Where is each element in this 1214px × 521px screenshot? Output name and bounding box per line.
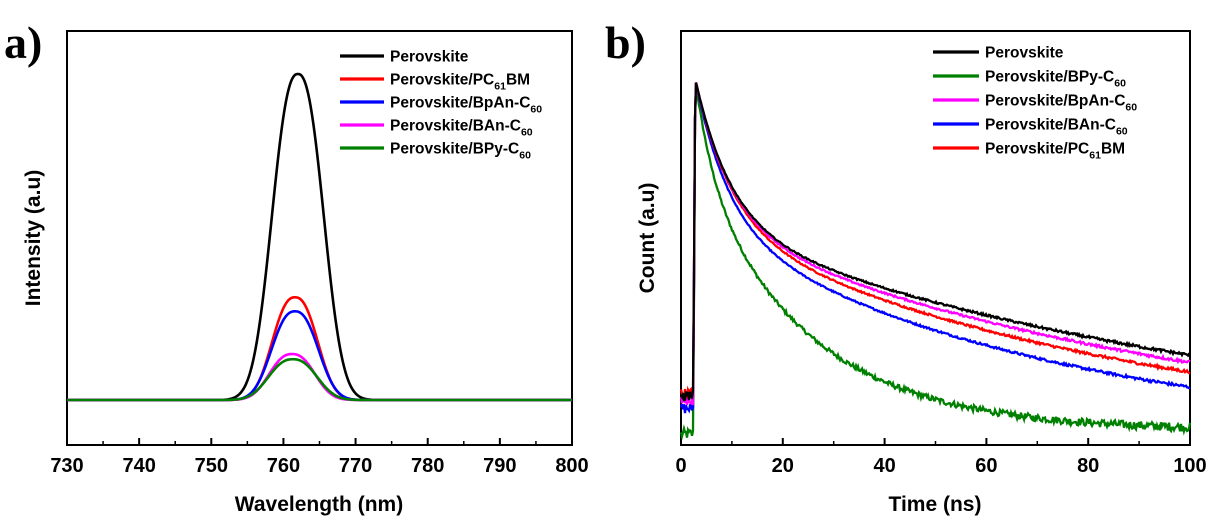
- panel-b-legend-label: Perovskite/BAn-C60: [985, 117, 1128, 138]
- panel-b-series-line: [679, 82, 1191, 414]
- panel-b-x-tick-label: 20: [772, 455, 794, 477]
- panel-a-curves: [67, 72, 572, 402]
- panel-a-x-tick-label: 800: [555, 455, 588, 477]
- panel-a-x-tick-label: 750: [195, 455, 228, 477]
- panel-b-series-line: [679, 82, 1191, 406]
- panel-a-legend-label: Perovskite/BpAn-C60: [390, 95, 542, 116]
- panel-b-x-tick-label: 100: [1173, 455, 1206, 477]
- panel-a-x-tick-label: 790: [483, 455, 516, 477]
- panel-b-legend-label: Perovskite/BpAn-C60: [985, 93, 1137, 114]
- panel-a-legend-label: Perovskite/BPy-C60: [390, 141, 531, 162]
- panel-a-letter: a): [4, 17, 42, 68]
- panel-b-series-line: [679, 84, 1192, 441]
- panel-a-x-tick-label: 780: [411, 455, 444, 477]
- panel-a-legend: Perovskite Perovskite/PC61BMPerovskite/Bp…: [340, 49, 542, 162]
- panel-b-legend-label: Perovskite/PC61BM: [985, 141, 1125, 162]
- panel-b-legend-label: Perovskite/BPy-C60: [985, 69, 1126, 90]
- panel-a-x-tick-label: 760: [267, 455, 300, 477]
- panel-b-legend-label: Perovskite: [985, 45, 1064, 62]
- panel-b-series-line: [679, 82, 1191, 400]
- panel-b-x-tick-label: 60: [975, 455, 997, 477]
- panel-b-x-ticks: 0 20 40 60 80 100: [675, 438, 1207, 477]
- panel-a-series-line: [67, 310, 572, 402]
- panel-b-curves: [679, 82, 1192, 441]
- panel-a-chart: a) 730 740 750 760 770 780 790 800 Wavelength (…: [4, 17, 589, 516]
- panel-a-legend-label: Perovskite/PC61BM: [390, 72, 530, 93]
- panel-b-series-line: [680, 82, 1191, 402]
- panel-a-series-line: [67, 352, 572, 402]
- panel-b-x-tick-label: 40: [873, 455, 895, 477]
- panel-a-legend-label: Perovskite/BAn-C60: [390, 118, 533, 139]
- panel-b-chart: b) 0 20 40 60 80 100 Time (ns) Count (a.u) Pe…: [605, 17, 1207, 516]
- panel-a-x-tick-label: 770: [339, 455, 372, 477]
- panel-b-x-axis-title: Time (ns): [889, 493, 982, 516]
- panel-a-x-axis-title: Wavelength (nm): [235, 493, 403, 516]
- panel-a-x-tick-label: 730: [50, 455, 83, 477]
- panel-b-letter: b): [605, 17, 646, 68]
- panel-a-x-ticks: 730 740 750 760 770 780 790 800: [50, 438, 589, 477]
- panel-a-legend-label: Perovskite: [390, 49, 469, 66]
- panel-b-legend: Perovskite Perovskite/BPy-C60 Perovskite/B…: [933, 45, 1137, 162]
- panel-b-x-tick-label: 80: [1077, 455, 1099, 477]
- panel-a-y-axis-title: Intensity (a.u): [22, 170, 45, 307]
- panel-a-x-tick-label: 740: [122, 455, 155, 477]
- panel-b-x-tick-label: 0: [675, 455, 686, 477]
- panel-b-y-axis-title: Count (a.u): [636, 183, 659, 294]
- panel-a-series-line: [67, 357, 572, 402]
